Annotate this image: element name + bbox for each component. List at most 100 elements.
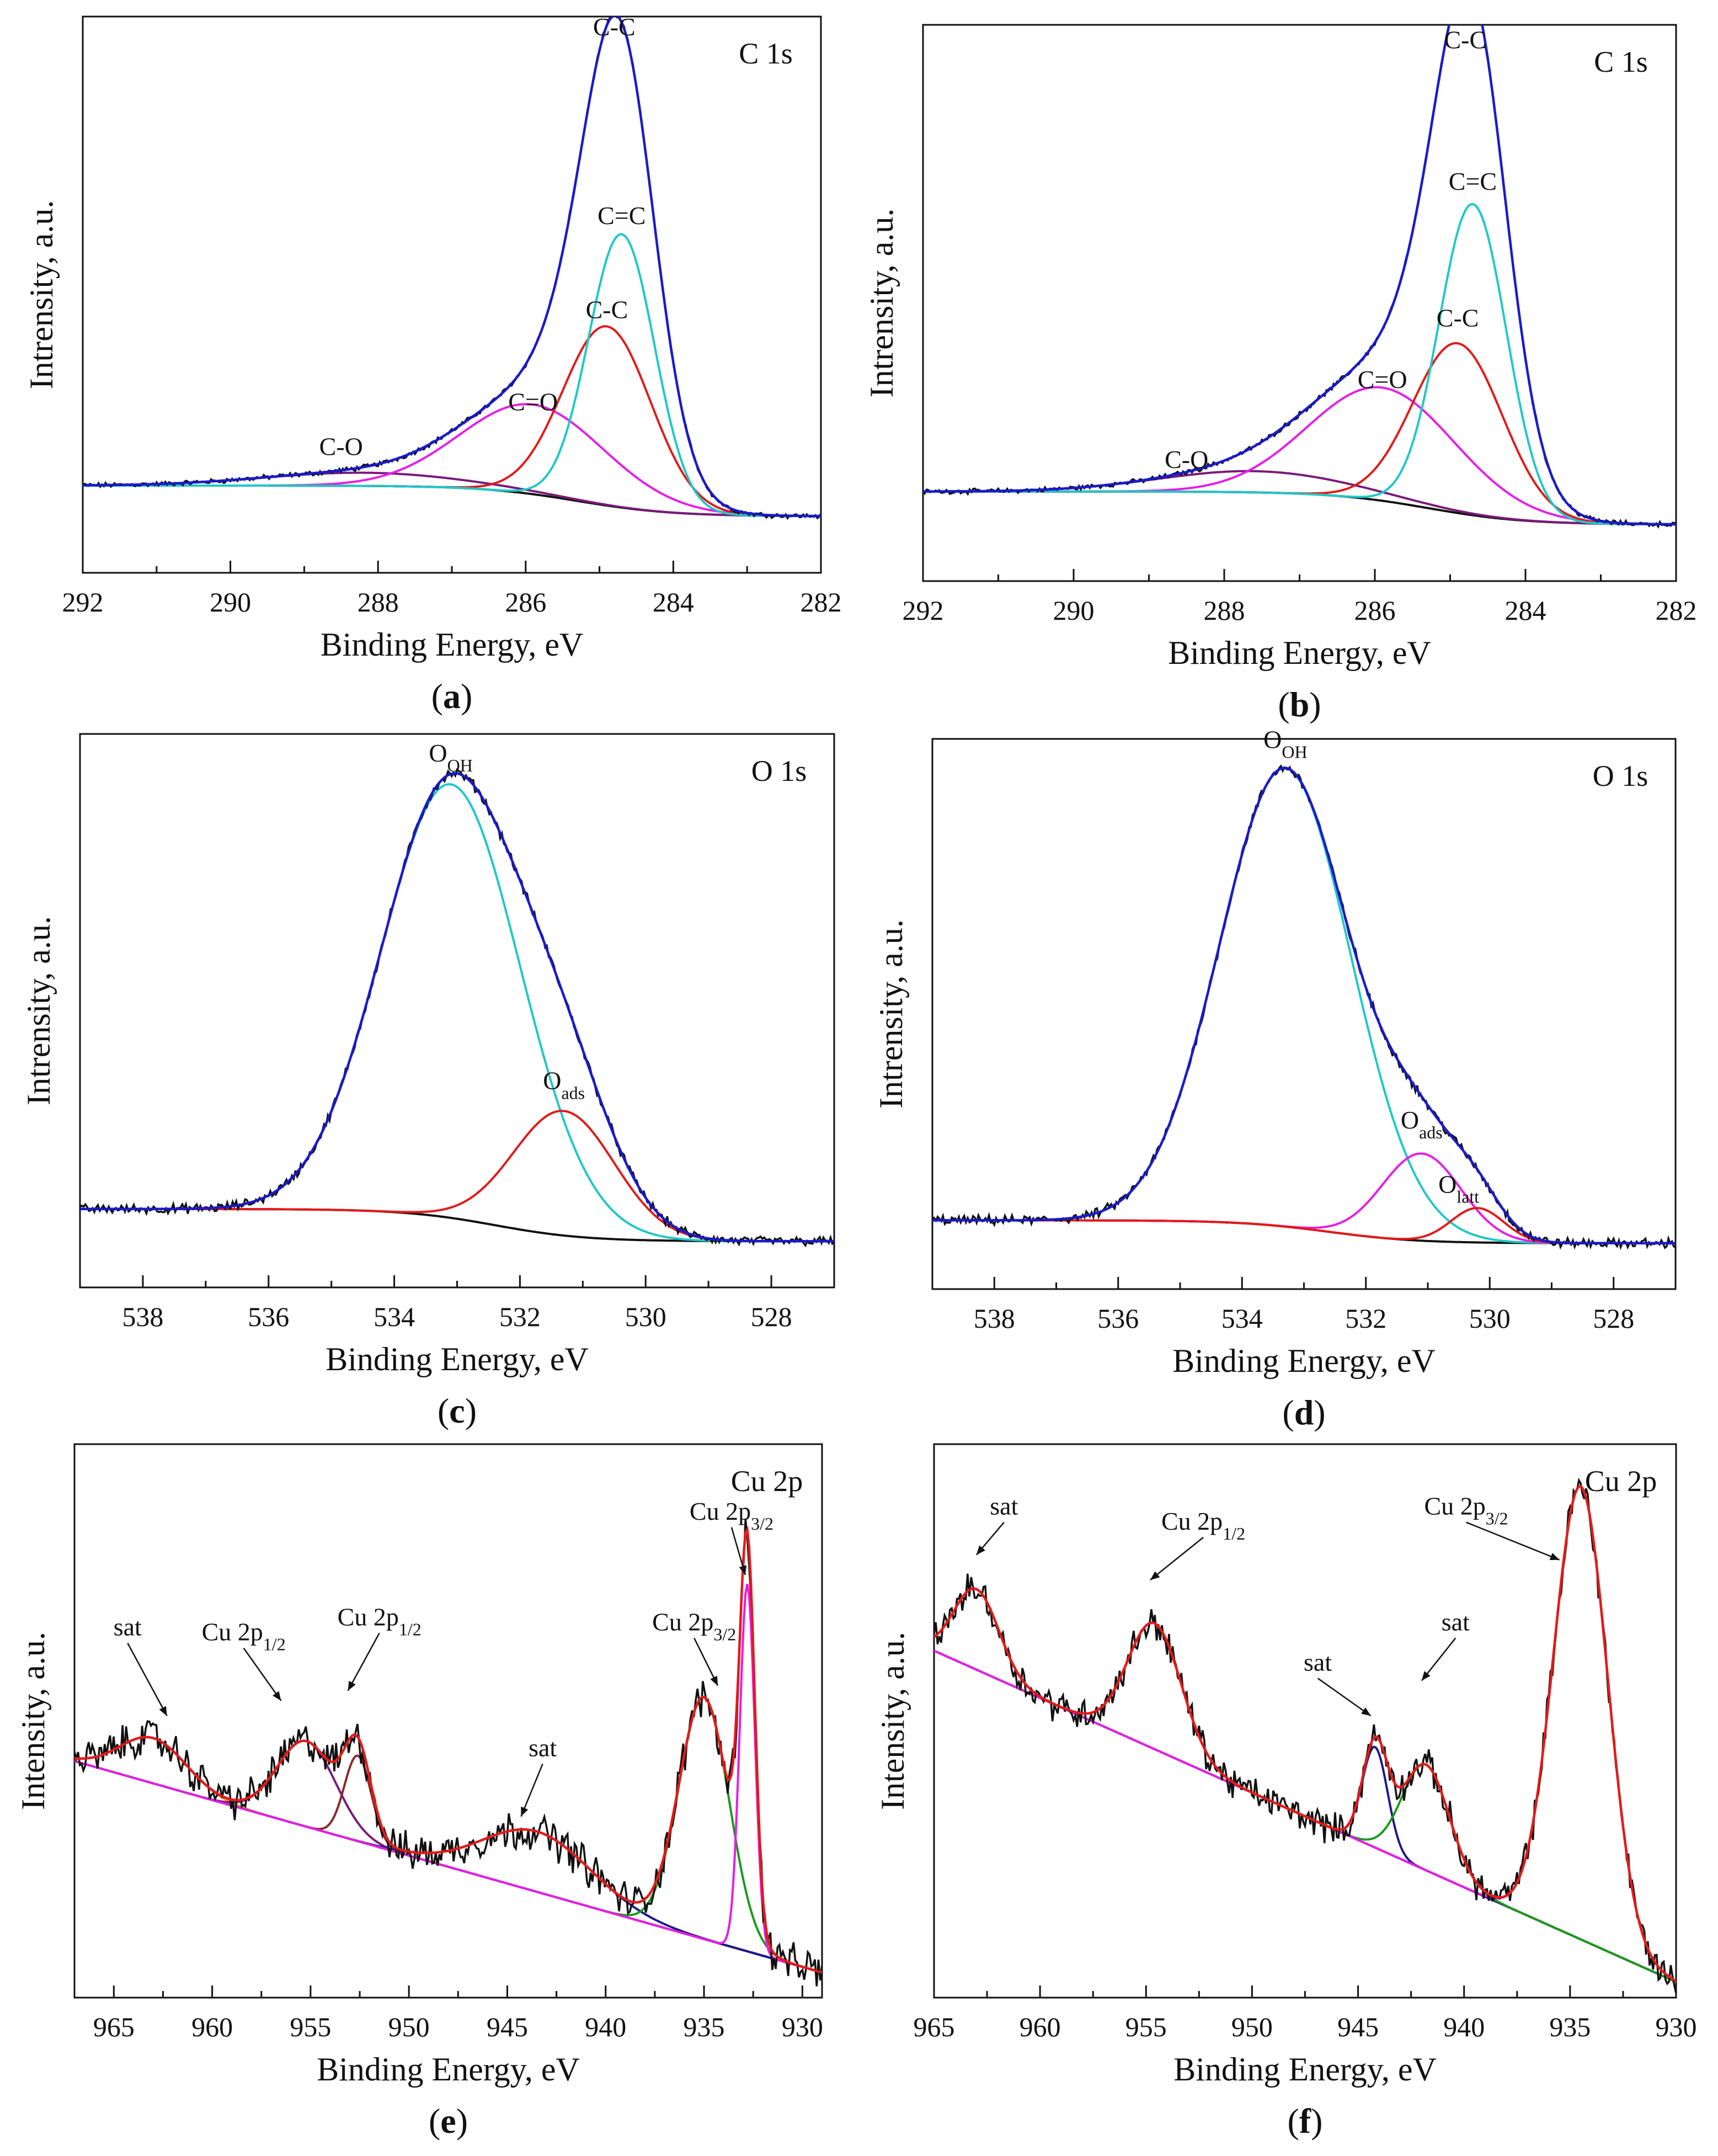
- fit-envelope: [923, 25, 1676, 526]
- measured-spectrum: [80, 768, 834, 1248]
- panel-title: Cu 2p: [1585, 1465, 1657, 1498]
- peak-label: sat: [1304, 1648, 1332, 1676]
- panel-title: C 1s: [1594, 45, 1648, 78]
- peak-label: C-O: [1165, 445, 1208, 473]
- peak-label: Cu 2p1/2: [202, 1618, 286, 1654]
- x-tick-label: 282: [801, 587, 842, 617]
- x-tick-label: 538: [122, 1301, 163, 1332]
- fit-envelope: [934, 1485, 1676, 1982]
- annotation-arrow: [520, 1763, 543, 1817]
- fit-envelope: [932, 766, 1676, 1245]
- panel-caption: (f): [1288, 2101, 1323, 2141]
- x-tick-label: 284: [1505, 595, 1546, 626]
- fit-envelope: [83, 17, 821, 518]
- plot-area: [83, 17, 821, 520]
- plot-frame: [933, 1443, 1677, 1999]
- arrow-head: [1549, 1553, 1560, 1561]
- x-tick-label: 930: [1656, 2011, 1697, 2042]
- component-cu-2p1-2-955: [74, 1739, 822, 1974]
- component-c-c: [923, 203, 1676, 526]
- y-axis-title: Intensity, a.u.: [874, 1632, 911, 1810]
- peak-label: C-C: [586, 296, 628, 324]
- x-tick-label: 955: [290, 2011, 331, 2042]
- x-axis-title: Binding Energy, eV: [317, 2051, 580, 2088]
- x-tick-label: 286: [505, 587, 546, 617]
- peak-label: C-C: [593, 13, 636, 41]
- peak-label: OOH: [429, 739, 472, 775]
- fit-envelope: [80, 772, 834, 1243]
- x-axis-title: Binding Energy, eV: [321, 626, 584, 663]
- x-tick-label: 528: [751, 1301, 792, 1332]
- peak-label: C=O: [508, 387, 558, 416]
- background-line: [80, 1207, 834, 1243]
- panel-title: O 1s: [751, 754, 807, 787]
- plot-area: [923, 25, 1676, 529]
- panel-title: O 1s: [1593, 759, 1648, 792]
- x-tick-label: 284: [653, 587, 694, 617]
- peak-label: C=C: [1449, 167, 1497, 195]
- arrow-head: [1421, 1671, 1431, 1681]
- peak-label: sat: [1442, 1607, 1470, 1636]
- arrow-head: [273, 1691, 281, 1701]
- panel-caption: (e): [429, 2101, 468, 2141]
- component-c-o: [83, 403, 821, 518]
- arrow-head: [739, 1565, 747, 1575]
- arrow-head: [521, 1806, 529, 1817]
- plot-area: [934, 1477, 1676, 1994]
- measured-spectrum: [923, 25, 1676, 529]
- arrow-head: [710, 1675, 718, 1686]
- x-tick-label: 530: [625, 1301, 666, 1332]
- x-tick-label: 960: [191, 2011, 233, 2042]
- component-c-c: [83, 233, 821, 518]
- plot-area: [80, 768, 834, 1248]
- component-c-o: [923, 386, 1676, 526]
- peak-label: Cu 2p1/2: [338, 1603, 422, 1639]
- component-cu-2p1-2-954-6: [934, 1621, 1676, 1983]
- panel-caption: (b): [1278, 685, 1321, 724]
- peak-label: OOH: [1263, 726, 1307, 762]
- x-tick-label: 950: [388, 2011, 430, 2042]
- panel-title: Cu 2p: [731, 1465, 803, 1498]
- plot-frame: [82, 15, 822, 574]
- arrow-head: [348, 1680, 356, 1691]
- peak-label: Cu 2p3/2: [1424, 1492, 1508, 1529]
- peak-label: C-O: [319, 432, 363, 460]
- arrow-head: [976, 1545, 985, 1555]
- x-tick-label: 282: [1656, 595, 1697, 626]
- annotation-arrow: [1317, 1678, 1372, 1717]
- x-tick-label: 538: [974, 1303, 1015, 1334]
- x-tick-label: 292: [903, 595, 944, 626]
- annotation-arrow: [127, 1642, 168, 1716]
- peak-label: Oads: [543, 1067, 585, 1103]
- annotation-arrow: [1150, 1537, 1204, 1581]
- x-tick-label: 528: [1593, 1303, 1634, 1334]
- peak-label: Cu 2p1/2: [1161, 1507, 1245, 1543]
- peak-label: C=C: [597, 201, 645, 230]
- x-tick-label: 530: [1469, 1303, 1511, 1334]
- component-o-oh: [80, 783, 834, 1243]
- panel-c: 538 536 534 532 530 528 Binding Energy, eV Intr…: [20, 733, 835, 1430]
- component-o-oh: [932, 766, 1676, 1244]
- fit-envelope: [74, 1526, 822, 1974]
- x-tick-label: 534: [1221, 1303, 1263, 1334]
- measured-spectrum: [932, 764, 1676, 1250]
- measured-spectrum: [83, 17, 821, 520]
- arrow-head: [159, 1706, 167, 1716]
- component-o-latt: [932, 1207, 1676, 1244]
- x-axis-title: Binding Energy, eV: [1172, 1343, 1436, 1379]
- x-tick-label: 288: [358, 587, 399, 617]
- arrow-head: [1361, 1707, 1371, 1716]
- panel-title: C 1s: [739, 37, 793, 70]
- panel-f: 965 960 955 950 945 940 935 930 Binding Energy, …: [874, 1443, 1697, 2141]
- panel-caption: (d): [1282, 1393, 1325, 1432]
- peak-label: sat: [529, 1733, 557, 1761]
- component-cu-2p3-2-932-8: [74, 1584, 822, 1974]
- y-axis-title: Intrensity, a.u.: [20, 916, 57, 1105]
- peak-label: Olatt: [1438, 1170, 1479, 1207]
- component-o-ads: [80, 1110, 834, 1243]
- x-tick-label: 930: [782, 2011, 823, 2042]
- x-tick-label: 292: [62, 587, 104, 617]
- y-axis-title: Intrensity, a.u.: [863, 209, 900, 398]
- plot-area: [932, 764, 1676, 1250]
